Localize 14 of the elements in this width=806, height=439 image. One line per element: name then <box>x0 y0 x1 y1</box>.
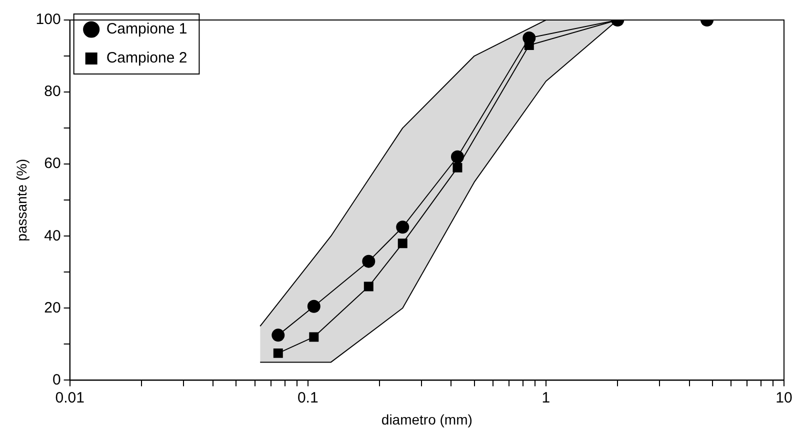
y-tick-label: 20 <box>44 299 61 316</box>
y-tick-label: 100 <box>36 11 61 28</box>
x-tick-label: 1 <box>542 389 550 406</box>
y-tick-label: 40 <box>44 227 61 244</box>
x-tick-label: 10 <box>776 389 792 406</box>
y-tick-label: 80 <box>44 83 61 100</box>
x-tick-label: 0.01 <box>55 389 84 406</box>
y-tick-label: 60 <box>44 155 61 172</box>
legend-label: Campione 2 <box>106 50 188 67</box>
x-tick-label: 0.1 <box>297 389 318 406</box>
x-axis-title: diametro (mm) <box>381 411 472 428</box>
legend-label: Campione 1 <box>106 20 188 38</box>
y-tick-label: 0 <box>52 371 61 388</box>
y-axis-title: passante (%) <box>13 158 30 242</box>
